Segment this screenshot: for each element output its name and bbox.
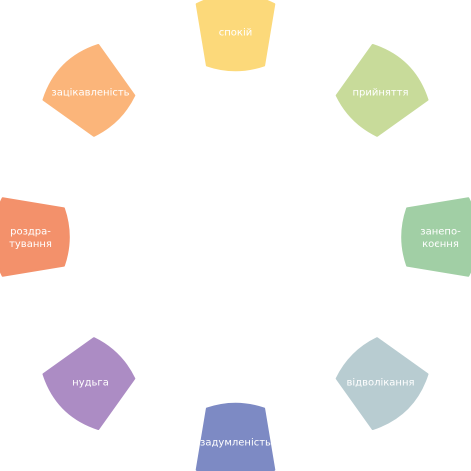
node-label: зацікавленість [51, 87, 129, 99]
node-shape [195, 402, 276, 471]
node-label-line: прийняття [352, 88, 408, 99]
node-shape [401, 197, 471, 277]
node-zanepokoiennia: занепо-коєння [401, 197, 471, 277]
node-label: відволікання [346, 377, 414, 389]
node-label-line: тування [9, 239, 52, 250]
node-label-line: відволікання [346, 377, 414, 389]
node-shape [42, 44, 136, 137]
node-vidvolikannia: відволікання [335, 337, 429, 430]
node-label: задумленість [200, 437, 271, 449]
node-label-line: зацікавленість [51, 87, 129, 99]
node-shape [335, 337, 429, 430]
node-spokii: спокій [195, 0, 276, 72]
node-zatsikavlenist: зацікавленість [42, 44, 136, 137]
node-label-line: нудьга [72, 378, 109, 389]
node-label-line: коєння [422, 239, 459, 250]
node-pryiniattia: прийняття [335, 44, 429, 137]
node-label: роздра-тування [9, 226, 52, 250]
node-label: занепо-коєння [420, 226, 461, 250]
node-label-line: роздра- [10, 226, 51, 237]
node-nudha: нудьга [42, 337, 136, 430]
node-shape [42, 337, 136, 430]
node-label-line: задумленість [200, 437, 271, 449]
node-shape [195, 0, 276, 72]
node-label-line: занепо- [420, 226, 461, 237]
node-rozdratuvannia: роздра-тування [0, 197, 70, 277]
node-shape [0, 197, 70, 277]
node-zadumlenist: задумленість [195, 402, 276, 471]
node-label: прийняття [352, 88, 408, 99]
node-label: спокій [219, 27, 252, 39]
node-label: нудьга [72, 378, 109, 389]
node-shape [335, 44, 429, 137]
node-label-line: спокій [219, 27, 252, 39]
